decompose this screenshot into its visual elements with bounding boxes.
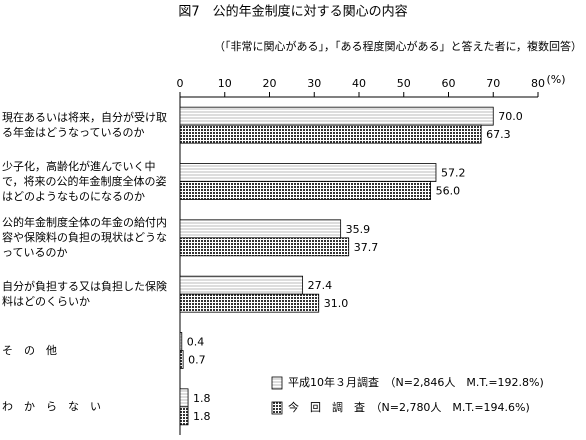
category-label: 自分が負担する又は負担した保険料はどのくらいか: [2, 280, 167, 309]
value-label: 27.4: [308, 279, 333, 292]
value-label: 35.9: [346, 223, 371, 236]
bar: [179, 106, 494, 126]
category-text: 自分が負担する又は負担した保険料はどのくらいか: [2, 280, 167, 309]
value-label: 56.0: [436, 185, 461, 198]
chart-subtitle: （「非常に関心がある」，「ある程度関心がある」と答えた者に，複数回答）: [214, 39, 582, 53]
bar: [179, 332, 183, 351]
value-label: 57.2: [441, 167, 466, 180]
legend-swatch: [271, 376, 283, 390]
x-tick-label: 60: [442, 77, 456, 90]
bar: [179, 237, 350, 257]
category-text: そ の 他: [2, 343, 57, 357]
bar: [179, 219, 342, 239]
bar: [179, 350, 184, 369]
value-label: 0.4: [187, 336, 205, 349]
category-label: 少子化，高齢化が進んでいく中で，将来の公的年金制度全体の姿はどのようなものになる…: [2, 159, 167, 203]
bar: [179, 124, 482, 144]
category-text: 公的年金制度全体の年金の給付内容や保険料の負担の現状はどうなっているのか: [2, 216, 167, 260]
category-label: わ か ら な い: [2, 400, 101, 414]
bar: [179, 388, 189, 408]
bar: [179, 275, 304, 295]
category-text: わ か ら な い: [2, 400, 101, 414]
bar: [179, 163, 437, 182]
bar: [179, 181, 432, 200]
legend-label: 平成10年３月調査 （N=2,846人 M.T.=192.8%): [288, 375, 544, 389]
x-tick-label: 70: [486, 77, 500, 90]
x-tick-label: 20: [263, 77, 277, 90]
value-label: 1.8: [193, 392, 211, 405]
x-tick-label: 40: [352, 77, 366, 90]
bar: [179, 293, 320, 313]
value-label: 70.0: [498, 110, 523, 123]
x-tick-label: 30: [307, 77, 321, 90]
x-tick-label: 0: [177, 77, 184, 90]
category-label: 公的年金制度全体の年金の給付内容や保険料の負担の現状はどうなっているのか: [2, 216, 167, 260]
x-tick-label: 50: [397, 77, 411, 90]
value-label: 0.7: [188, 354, 206, 367]
x-tick-label: 10: [218, 77, 232, 90]
chart-title: 図7 公的年金制度に対する関心の内容: [178, 4, 407, 20]
bar: [179, 406, 189, 426]
x-tick-label: 80: [531, 77, 545, 90]
legend-label: 今 回 調 査 （N=2,780人 M.T.=194.6%): [288, 400, 530, 414]
value-label: 37.7: [354, 241, 379, 254]
legend-swatch: [271, 401, 283, 415]
value-label: 31.0: [324, 297, 349, 310]
category-label: そ の 他: [2, 343, 57, 357]
unit-label: (%): [546, 73, 565, 86]
value-label: 67.3: [486, 128, 511, 141]
category-text: 少子化，高齢化が進んでいく中で，将来の公的年金制度全体の姿はどのようなものになる…: [2, 159, 167, 203]
value-label: 1.8: [193, 410, 211, 423]
category-label: 現在あるいは将来，自分が受け取る年金はどうなっているのか: [2, 111, 167, 140]
category-text: 現在あるいは将来，自分が受け取る年金はどうなっているのか: [2, 111, 167, 140]
